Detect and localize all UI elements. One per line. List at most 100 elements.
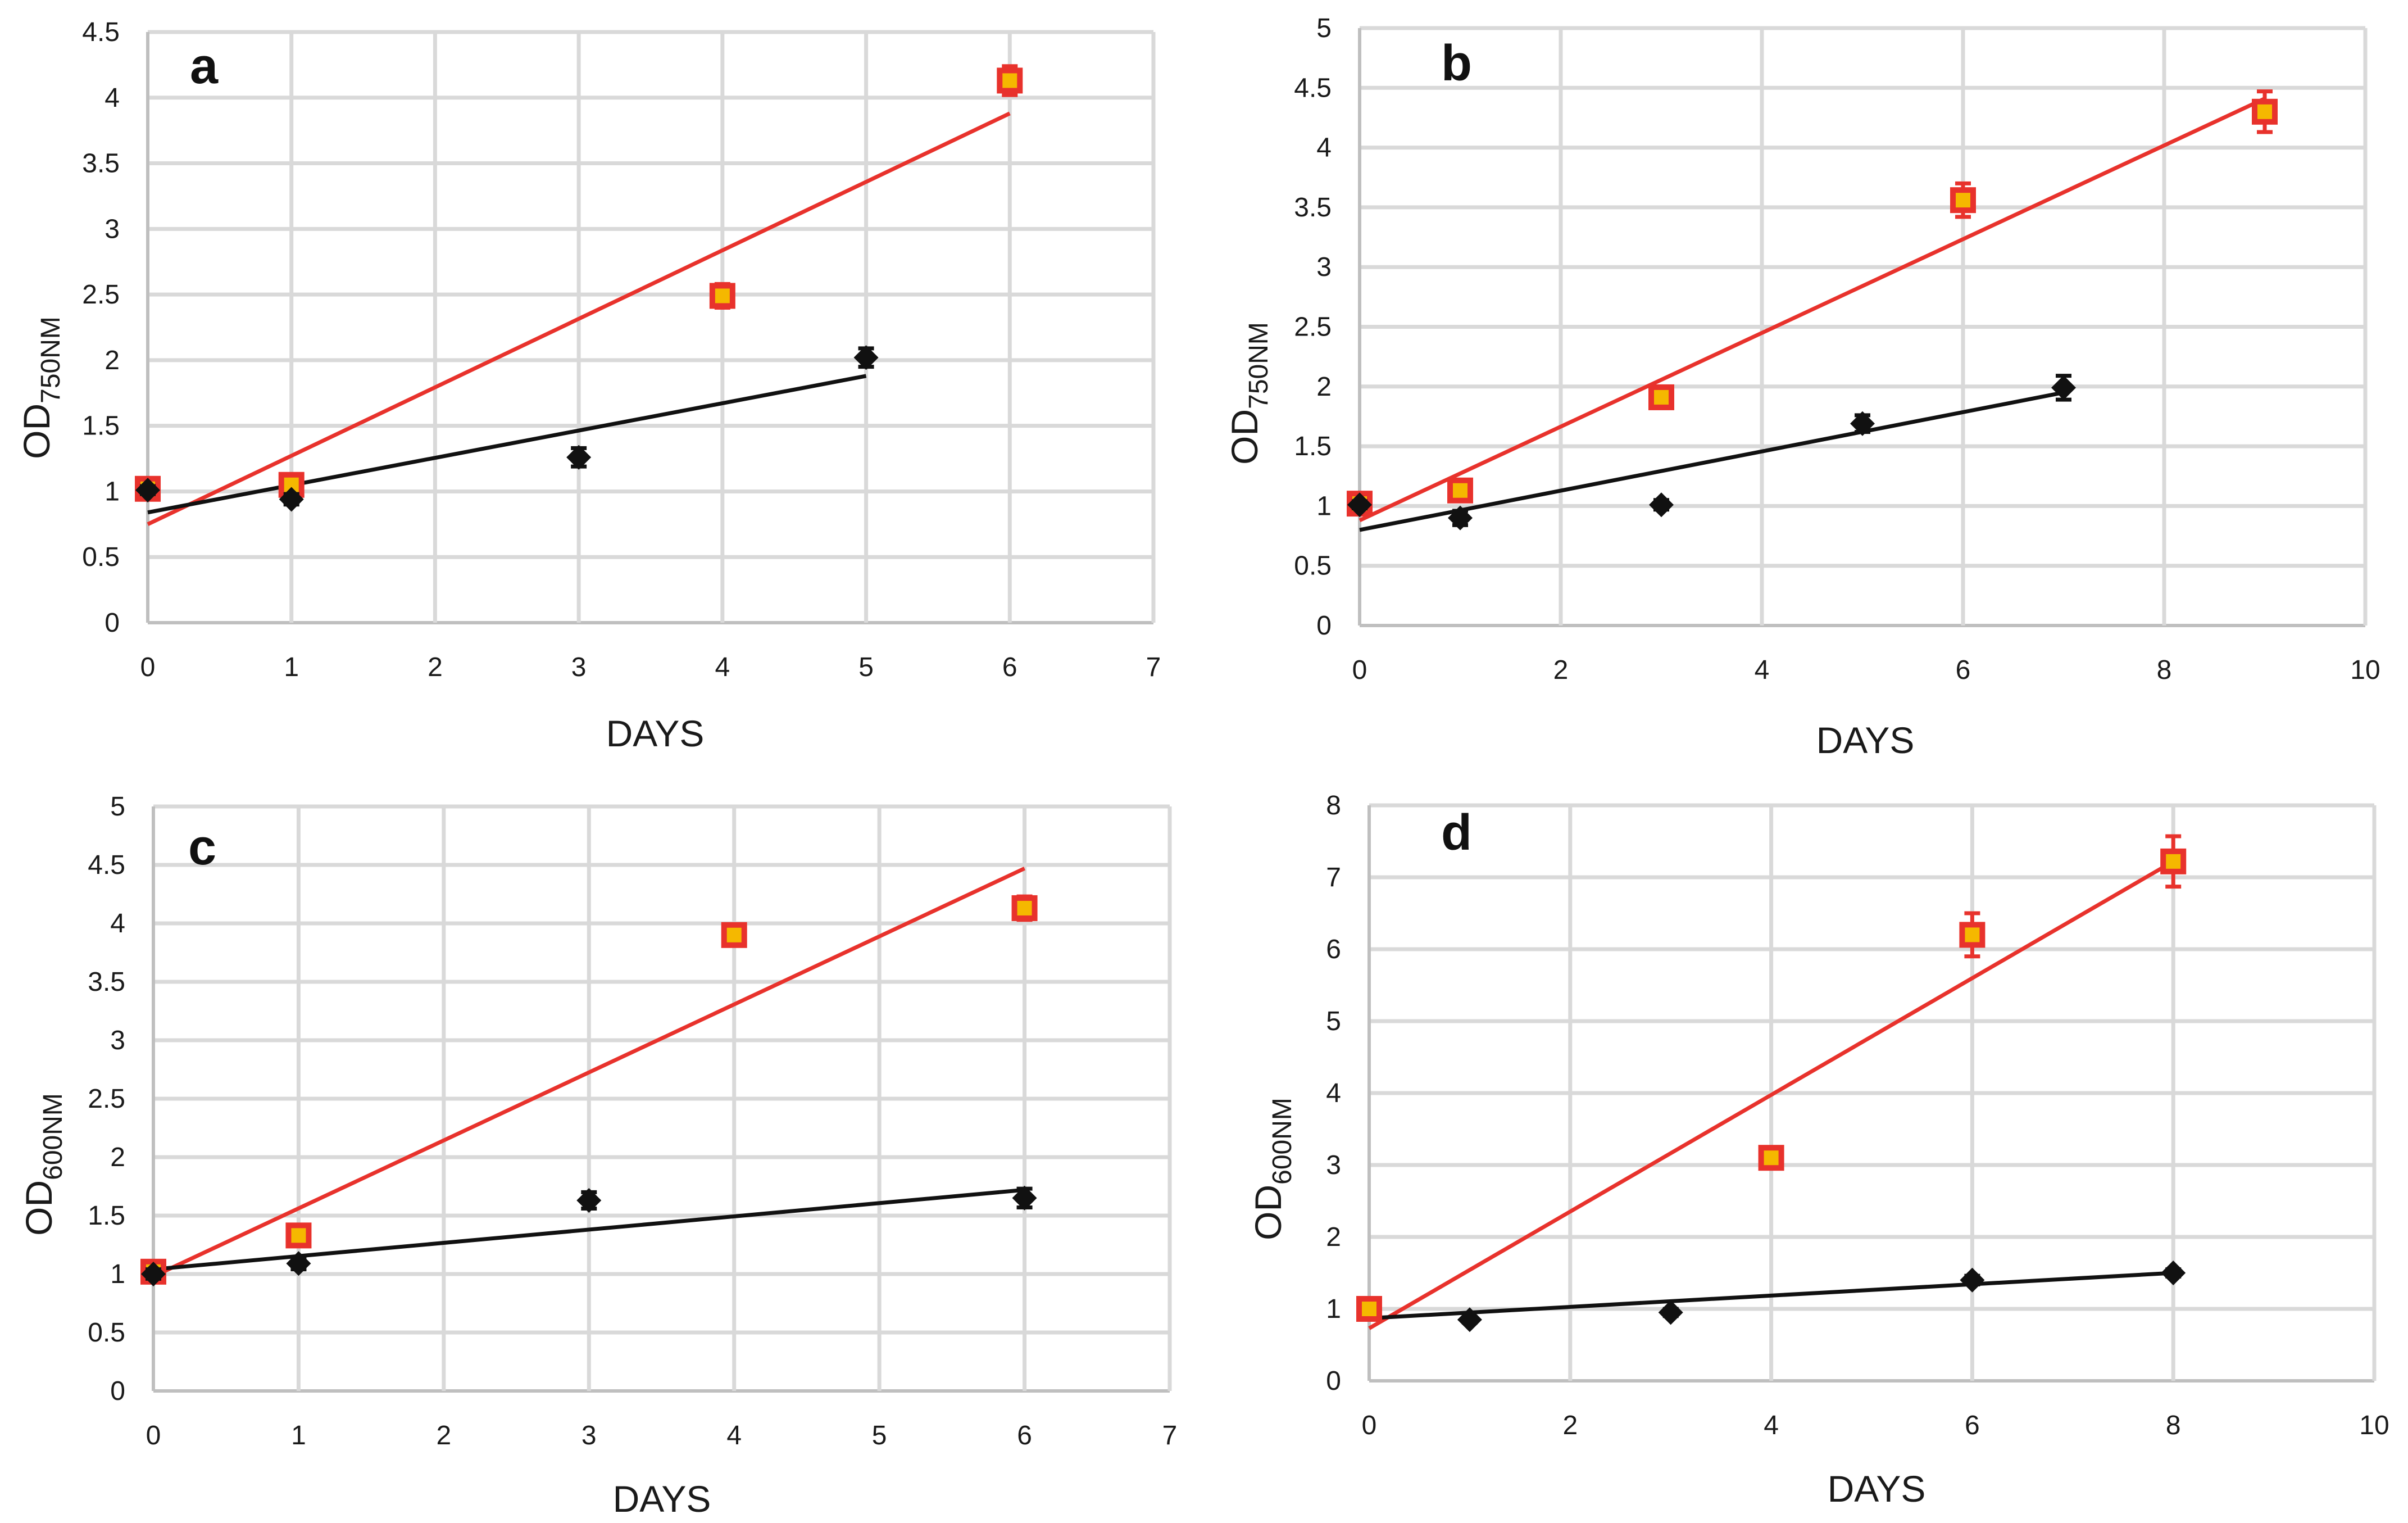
trendline-red	[152, 867, 1026, 1279]
y-tick-label: 2	[1316, 372, 1332, 402]
data-point-square	[1959, 922, 1986, 948]
gridlines	[152, 804, 1172, 1393]
y-tick-label: 1	[105, 477, 120, 506]
x-tick-label: 8	[2157, 655, 2172, 685]
data-points	[135, 64, 1023, 512]
data-point-diamond	[279, 487, 304, 512]
y-axis-label-main: OD	[18, 1180, 60, 1236]
y-tick-label: 1.5	[88, 1201, 125, 1231]
data-point-square	[2252, 98, 2278, 125]
y-tick-label: 0	[1316, 611, 1332, 641]
data-points	[1347, 89, 2278, 531]
data-point-diamond	[853, 345, 879, 370]
x-tick-label: 7	[1162, 1421, 1178, 1451]
y-tick-label: 4	[1316, 133, 1332, 163]
x-tick-label: 10	[2359, 1411, 2389, 1440]
y-tick-label: 2	[1326, 1222, 1341, 1252]
x-tick-label: 2	[1553, 655, 1569, 685]
x-axis-label: DAYS	[606, 713, 705, 754]
x-axis-label: DAYS	[1816, 719, 1915, 761]
panel-c: 0 1 2 3 4 5 6 7 0 0.5 1 1.5 2 2.5 3 3.5 4 4.5 5 c DAYS OD…	[18, 792, 1177, 1520]
data-point-square	[2160, 848, 2187, 874]
x-tick-labels: 0 2 4 6 8 10	[1352, 655, 2380, 685]
y-tick-label: 4.5	[82, 17, 120, 47]
x-tick-label: 4	[1755, 655, 1770, 685]
trendline-red	[1359, 97, 2266, 523]
x-tick-label: 6	[1965, 1411, 1980, 1440]
y-tick-label: 4.5	[1294, 73, 1332, 103]
y-tick-label: 3	[110, 1026, 125, 1055]
panel-letter: c	[188, 819, 216, 876]
data-point-square	[1447, 477, 1473, 504]
y-axis-label-main: OD	[16, 404, 57, 459]
x-tick-label: 1	[291, 1421, 306, 1451]
y-tick-label: 2	[105, 346, 120, 375]
y-axis-label-sub: 750NM	[1244, 322, 1274, 409]
x-axis-label: DAYS	[613, 1478, 711, 1520]
data-points	[1356, 834, 2187, 1332]
y-axis-label: OD750NM	[16, 316, 66, 459]
data-point-diamond	[1850, 411, 1875, 436]
y-tick-label: 7	[1326, 863, 1341, 892]
x-tick-label: 7	[1146, 652, 1161, 682]
y-tick-label: 1.5	[1294, 432, 1332, 461]
panel-letter: a	[190, 38, 219, 94]
y-axis-label-sub: 750NM	[36, 316, 66, 404]
data-point-diamond	[141, 1262, 166, 1286]
x-tick-labels: 0 1 2 3 4 5 6 7	[140, 652, 1161, 682]
trendline-black	[147, 374, 867, 515]
x-tick-label: 0	[146, 1421, 161, 1451]
trendlines	[1368, 859, 2174, 1330]
data-point-square	[285, 1222, 312, 1249]
x-tick-label: 6	[1956, 655, 1971, 685]
y-tick-label: 4	[1326, 1078, 1341, 1108]
data-point-diamond	[1649, 492, 1674, 518]
x-tick-label: 0	[1362, 1411, 1377, 1440]
y-tick-labels: 0 1 2 3 4 5 6 7 8	[1326, 791, 1341, 1396]
data-point-diamond	[286, 1251, 311, 1276]
data-point-square	[709, 283, 735, 309]
gridlines	[1367, 803, 2377, 1383]
y-tick-label: 2	[110, 1143, 125, 1172]
x-tick-label: 3	[571, 652, 587, 682]
y-tick-label: 8	[1326, 791, 1341, 821]
trendline-black	[1359, 390, 2064, 532]
x-tick-label: 0	[1352, 655, 1367, 685]
x-tick-label: 6	[1002, 652, 1017, 682]
y-tick-label: 1	[1316, 491, 1332, 521]
x-tick-label: 4	[1764, 1411, 1779, 1440]
y-axis-label-sub: 600NM	[38, 1093, 68, 1180]
data-point-diamond	[576, 1187, 602, 1213]
x-tick-label: 2	[428, 652, 443, 682]
data-point-square	[997, 67, 1023, 94]
panel-letter: b	[1441, 35, 1472, 92]
data-point-diamond	[1960, 1267, 1985, 1293]
x-tick-label: 2	[437, 1421, 452, 1451]
y-tick-label: 3.5	[88, 967, 125, 997]
y-tick-label: 4	[110, 909, 125, 939]
x-tick-label: 4	[715, 652, 730, 682]
y-tick-label: 0	[1326, 1366, 1341, 1396]
y-tick-label: 4	[105, 83, 120, 113]
x-tick-label: 4	[726, 1421, 742, 1451]
trendlines	[147, 111, 1011, 526]
y-tick-label: 0.5	[88, 1318, 125, 1348]
y-tick-label: 2.5	[88, 1084, 125, 1114]
x-tick-label: 5	[872, 1421, 887, 1451]
y-tick-label: 2.5	[1294, 312, 1332, 342]
y-tick-label: 3	[1316, 252, 1332, 282]
y-tick-label: 3	[1326, 1150, 1341, 1180]
data-point-square	[1356, 1296, 1382, 1322]
trendline-red	[147, 111, 1011, 526]
data-point-diamond	[1347, 492, 1372, 518]
x-tick-labels: 0 1 2 3 4 5 6 7	[146, 1421, 1178, 1451]
x-tick-label: 10	[2350, 655, 2380, 685]
x-tick-labels: 0 2 4 6 8 10	[1362, 1411, 2389, 1440]
y-tick-label: 5	[110, 792, 125, 822]
x-tick-label: 1	[284, 652, 299, 682]
x-tick-label: 3	[581, 1421, 597, 1451]
panel-b: 0 2 4 6 8 10 0 0.5 1 1.5 2 2.5 3 3.5 4 4.5 5 b DAYS OD7…	[1224, 13, 2380, 761]
data-point-diamond	[1457, 1307, 1482, 1332]
y-axis-label: OD600NM	[1247, 1098, 1297, 1240]
y-tick-label: 6	[1326, 935, 1341, 964]
